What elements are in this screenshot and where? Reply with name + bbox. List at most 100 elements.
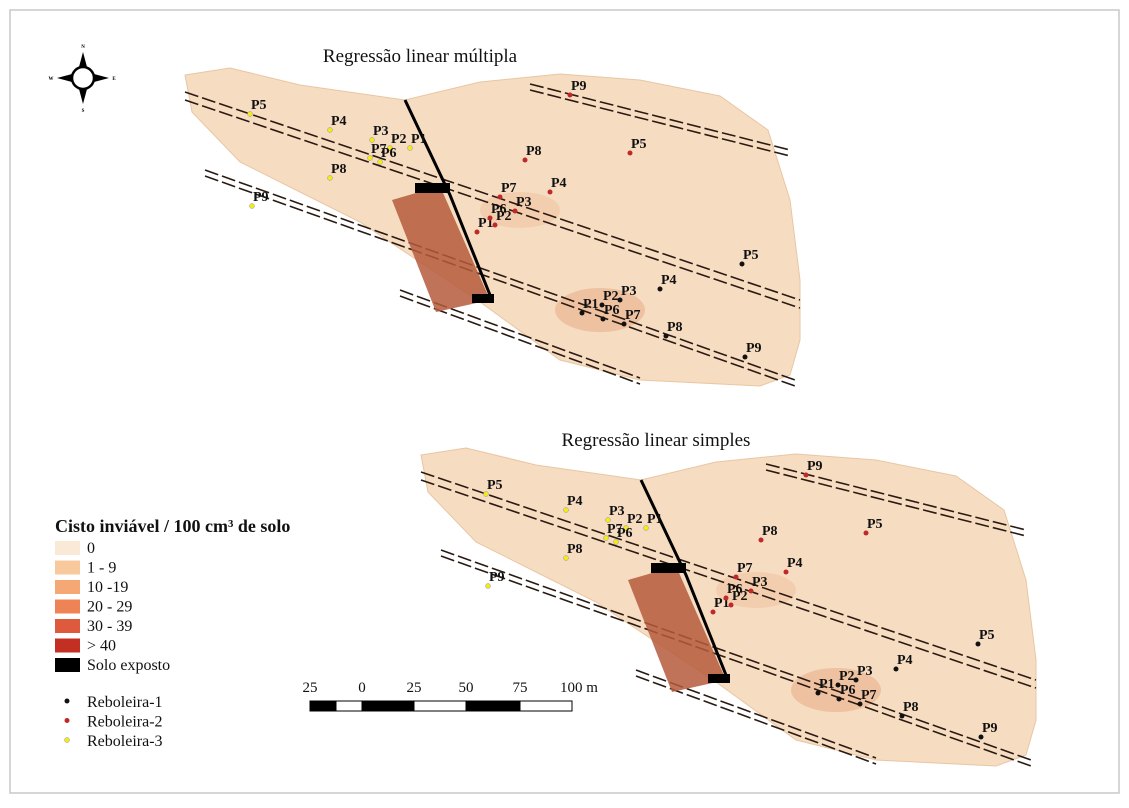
sample-point [733, 574, 739, 580]
sample-point [605, 517, 611, 523]
track [184, 99, 801, 309]
point-label: P4 [897, 653, 913, 668]
compass-west: W [49, 77, 54, 82]
sample-point [758, 537, 764, 543]
sample-point [483, 491, 489, 497]
point-label: P8 [526, 144, 542, 159]
sample-point [579, 310, 585, 316]
sample-point [836, 696, 842, 702]
road [639, 479, 730, 681]
sample-point [857, 701, 863, 707]
legend-label: Solo exposto [87, 657, 170, 674]
point-label: P4 [567, 494, 583, 509]
point-label: P6 [491, 202, 507, 217]
sample-point [367, 155, 373, 161]
scale-label: 25 [303, 680, 318, 696]
track [529, 83, 791, 151]
legend-label: 30 - 39 [87, 618, 132, 635]
point-label: P7 [861, 688, 877, 703]
point-label: P7 [607, 522, 623, 537]
track [765, 463, 1027, 531]
field-area [184, 67, 801, 387]
point-label: P1 [819, 677, 835, 692]
legend-label: Reboleira-2 [87, 714, 163, 731]
point-label: P2 [391, 132, 407, 147]
point-label: P4 [787, 556, 803, 571]
sample-point [899, 713, 905, 719]
sample-point [853, 677, 859, 683]
point-label: P1 [411, 132, 427, 147]
point-label: P9 [807, 459, 823, 474]
point-label: P5 [487, 478, 503, 493]
point-label: P3 [752, 575, 768, 590]
legend-swatch [55, 541, 80, 555]
map-title: Regressão linear múltipla [323, 46, 518, 67]
sample-point [563, 507, 569, 513]
field-map [420, 447, 1037, 767]
road [403, 99, 494, 301]
sample-point [657, 286, 663, 292]
point-label: P1 [647, 512, 663, 527]
sample-point [369, 137, 375, 143]
track [529, 89, 791, 157]
scale-label: 50 [459, 680, 474, 696]
legend-label: 0 [87, 540, 95, 557]
track [440, 555, 1032, 767]
hotspot [480, 192, 560, 228]
point-label: P9 [746, 341, 762, 356]
sample-point [893, 666, 899, 672]
compass-arrows [57, 52, 109, 104]
point-label: P5 [867, 517, 883, 532]
point-label: P6 [617, 526, 633, 541]
legend-title: Cisto inviável / 100 cm³ de solo [55, 516, 290, 536]
point-label: P6 [727, 582, 743, 597]
legend-swatch [55, 619, 80, 633]
point-label: P3 [621, 284, 637, 299]
point-label: P3 [609, 504, 625, 519]
point-label: P3 [857, 664, 873, 679]
sample-point [663, 333, 669, 339]
sample-point [710, 609, 716, 615]
sample-point [247, 111, 253, 117]
point-label: P7 [371, 142, 387, 157]
sample-point [485, 583, 491, 589]
point-label: P8 [762, 524, 778, 539]
sample-point [742, 354, 748, 360]
sample-point [497, 194, 503, 200]
point-label: P2 [627, 512, 643, 527]
legend-label: Reboleira-1 [87, 694, 163, 711]
compass-east: E [112, 77, 116, 82]
point-label: P8 [903, 700, 919, 715]
sample-point [978, 734, 984, 740]
compass-north: N [81, 45, 85, 50]
sample-point [975, 641, 981, 647]
sample-point [599, 302, 605, 308]
point-label: P6 [840, 683, 856, 698]
sample-point [387, 145, 393, 151]
sample-point [327, 175, 333, 181]
track [440, 549, 1032, 761]
sample-point [723, 595, 729, 601]
compass: N S E W [49, 45, 117, 114]
legend-label: 1 - 9 [87, 560, 116, 577]
point-label: P4 [661, 273, 677, 288]
sample-point [627, 150, 633, 156]
scale-label: 25 [407, 680, 422, 696]
legend-label: 10 -19 [87, 579, 128, 596]
point-label: P8 [331, 162, 347, 177]
sample-point [327, 127, 333, 133]
exposed-soil [708, 674, 730, 683]
legend-label: Reboleira-3 [87, 733, 163, 750]
sample-point [863, 530, 869, 536]
legend-dot [64, 718, 70, 723]
scale-segment [465, 700, 521, 712]
sample-point [567, 92, 573, 98]
sample-point [563, 555, 569, 561]
sample-point [748, 588, 754, 594]
sample-point [512, 208, 518, 214]
sample-point [621, 321, 627, 327]
scale-segment [519, 700, 573, 712]
point-label: P2 [496, 209, 512, 224]
point-label: P2 [839, 669, 855, 684]
